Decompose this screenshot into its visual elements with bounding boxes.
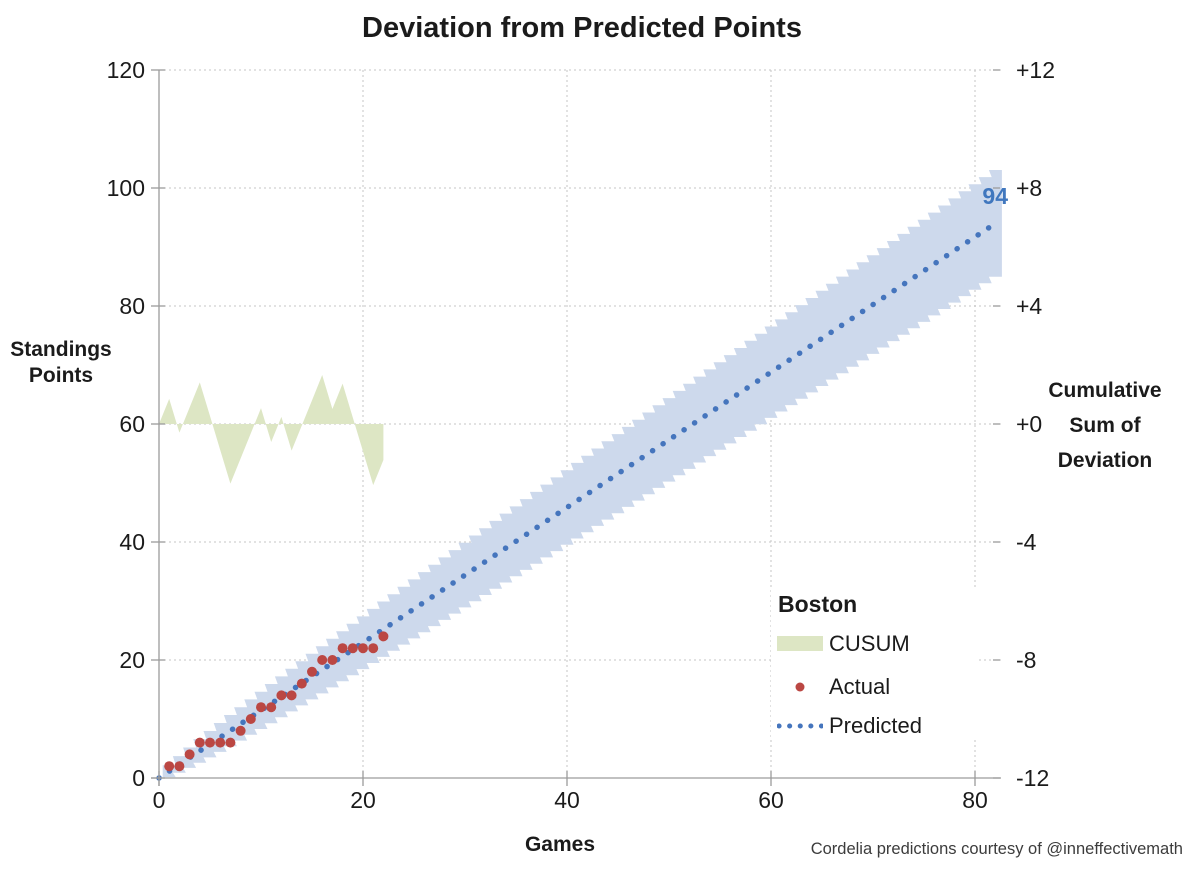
x-tick-label: 20 — [350, 787, 376, 813]
y-right-axis-title-line3: Deviation — [1057, 449, 1153, 472]
y-right-tick-label: +0 — [1016, 411, 1043, 437]
actual-point — [286, 690, 297, 701]
actual-point — [256, 702, 266, 713]
actual-point — [317, 655, 328, 665]
y-right-tick-label: -4 — [1016, 529, 1037, 555]
y-left-tick-label: 40 — [119, 529, 145, 555]
y-left-axis-title-line2: Points — [28, 364, 94, 387]
cusum-area-swatch — [776, 636, 824, 652]
legend-item-actual: Actual — [776, 672, 890, 702]
predicted-line-swatch — [776, 722, 824, 730]
legend-label-cusum: CUSUM — [829, 631, 910, 656]
actual-point — [225, 737, 236, 748]
actual-point — [378, 631, 389, 642]
legend-item-cusum: CUSUM — [776, 629, 910, 659]
y-left-tick-label: 100 — [106, 175, 145, 201]
legend-title: Boston — [778, 591, 858, 617]
legend-item-predicted: Predicted — [776, 711, 922, 741]
x-tick-label: 0 — [152, 787, 166, 813]
y-left-tick-label: 80 — [119, 293, 145, 319]
actual-point — [327, 655, 338, 665]
actual-point — [174, 761, 185, 772]
y-right-axis-title: Cumulative Sum of Deviation — [1040, 373, 1170, 478]
legend-label-predicted: Predicted — [829, 713, 922, 738]
chart-title: Deviation from Predicted Points — [362, 12, 802, 44]
actual-point — [296, 678, 307, 689]
legend-label-actual: Actual — [829, 674, 891, 699]
actual-point — [215, 737, 226, 748]
y-left-tick-label: 120 — [106, 57, 145, 83]
x-tick-label: 60 — [758, 787, 784, 813]
final-points-label: 94 — [982, 183, 1008, 209]
predicted-line — [156, 220, 999, 781]
credit-text: Cordelia predictions courtesy of @inneff… — [810, 840, 1183, 858]
y-right-tick-label: +12 — [1016, 57, 1056, 83]
prediction-band — [162, 170, 1002, 778]
y-right-tick-label: -8 — [1016, 647, 1037, 673]
actual-point — [276, 690, 287, 701]
actual-point — [235, 725, 246, 736]
actual-point — [205, 737, 215, 748]
y-right-tick-label: +4 — [1016, 293, 1043, 319]
actual-point — [164, 761, 175, 772]
actual-point — [266, 702, 277, 713]
y-right-tick-label: +8 — [1016, 175, 1043, 201]
legend: Boston CUSUM Actual Predicted — [771, 590, 977, 738]
y-left-tick-label: 20 — [119, 647, 145, 673]
y-left-tick-label: 60 — [119, 411, 145, 437]
actual-point — [347, 643, 358, 654]
actual-point — [337, 643, 348, 654]
y-right-axis-title-line1: Cumulative — [1048, 379, 1162, 402]
cusum-area — [159, 375, 384, 486]
y-right-axis-title-line2: Sum of — [1069, 414, 1141, 437]
actual-point — [368, 643, 379, 654]
y-left-axis-title-line1: Standings — [10, 338, 112, 361]
actual-point-swatch — [776, 680, 824, 694]
actual-point — [184, 749, 195, 760]
actual-point — [245, 714, 256, 724]
x-tick-label: 80 — [962, 787, 988, 813]
x-tick-label: 40 — [554, 787, 580, 813]
y-left-axis-title: Standings Points — [1, 337, 121, 389]
y-left-tick-label: 0 — [132, 765, 145, 791]
actual-point — [307, 666, 317, 677]
actual-point — [358, 643, 368, 654]
x-axis-title: Games — [524, 833, 596, 856]
y-right-tick-label: -12 — [1016, 765, 1050, 791]
actual-point — [194, 737, 205, 748]
